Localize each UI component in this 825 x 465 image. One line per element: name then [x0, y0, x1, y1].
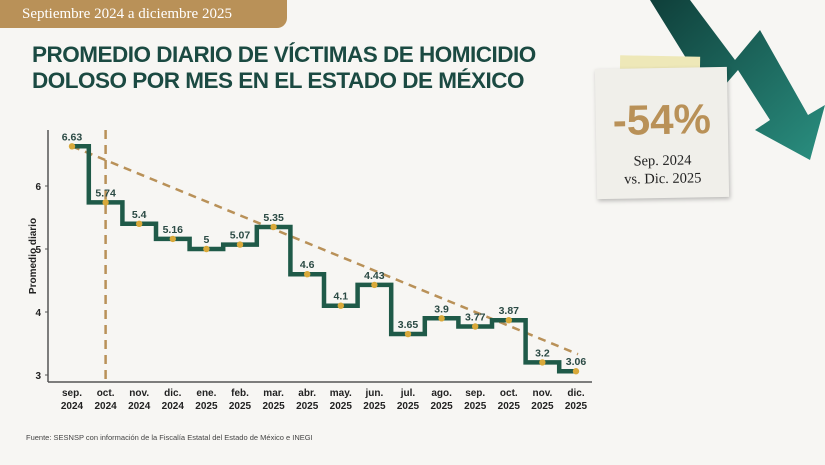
data-label: 3.65 [398, 319, 419, 331]
data-point [270, 223, 277, 231]
data-point [404, 330, 412, 338]
x-tick-label-month: abr. [298, 388, 316, 399]
x-tick-label-month: jul. [400, 388, 416, 399]
y-tick-label: 4 [35, 308, 41, 319]
y-tick-label: 6 [35, 182, 41, 193]
data-point [505, 316, 512, 324]
x-tick-label-month: may. [330, 388, 352, 399]
x-tick-label-year: 2024 [94, 401, 117, 412]
data-label: 6.63 [62, 131, 83, 143]
step-line [72, 144, 576, 374]
data-label: 3.06 [566, 356, 587, 368]
page-title: PROMEDIO DIARIO DE VÍCTIMAS DE HOMICIDIO… [32, 42, 536, 94]
data-label: 5.74 [95, 187, 116, 199]
x-tick-label-month: dic. [567, 388, 584, 399]
x-tick-label-month: ago. [431, 388, 452, 399]
x-tick-label-year: 2025 [229, 401, 252, 412]
data-point [371, 281, 378, 289]
data-point [68, 143, 76, 150]
x-tick-label-year: 2025 [363, 401, 386, 412]
data-point [572, 368, 580, 375]
x-tick-label-month: feb. [231, 388, 249, 399]
x-tick-label-month: sep. [62, 388, 82, 399]
x-tick-label-month: nov. [129, 388, 149, 399]
data-label: 5.4 [132, 209, 147, 221]
x-tick-label-month: oct. [97, 388, 115, 399]
data-point [102, 199, 109, 206]
data-point [304, 271, 311, 278]
data-point [203, 245, 210, 253]
x-tick-label-year: 2025 [565, 401, 588, 412]
data-label: 3.2 [535, 347, 550, 359]
x-tick-label-year: 2024 [162, 401, 185, 412]
y-axis-label: Promedio diario [28, 218, 39, 294]
x-tick-label-year: 2025 [296, 401, 319, 412]
data-label: 5 [203, 234, 209, 246]
x-tick-label-year: 2024 [128, 401, 151, 412]
data-label: 5.16 [163, 224, 184, 236]
data-point [472, 323, 479, 330]
title-line-2: DOLOSO POR MES EN EL ESTADO DE MÉXICO [32, 68, 524, 93]
x-tick-label-year: 2025 [397, 401, 420, 412]
title-line-1: PROMEDIO DIARIO DE VÍCTIMAS DE HOMICIDIO [32, 42, 536, 67]
x-tick-label-year: 2025 [464, 401, 487, 412]
data-point [236, 241, 244, 248]
data-label: 3.9 [434, 303, 449, 315]
data-label: 4.1 [333, 291, 348, 303]
data-point [539, 359, 546, 366]
x-tick-label-year: 2025 [498, 401, 521, 412]
x-tick-label-month: mar. [263, 388, 284, 399]
y-tick-label: 3 [35, 371, 41, 382]
x-tick-label-month: dic. [164, 388, 181, 399]
data-label: 5.07 [230, 230, 251, 242]
data-point [136, 220, 143, 227]
data-label: 4.6 [300, 259, 315, 271]
data-label: 3.77 [465, 311, 486, 323]
x-tick-label-month: oct. [500, 388, 518, 399]
x-tick-label-month: jun. [365, 388, 384, 399]
x-tick-label-month: nov. [532, 388, 552, 399]
data-label: 3.87 [499, 305, 520, 317]
data-point [169, 235, 176, 243]
x-tick-label-year: 2024 [61, 401, 84, 412]
data-point [438, 315, 445, 322]
x-tick-label-year: 2025 [195, 401, 218, 412]
data-label: 4.43 [364, 270, 385, 282]
x-tick-label-year: 2025 [430, 401, 453, 412]
period-badge: Septiembre 2024 a diciembre 2025 [0, 0, 287, 28]
y-tick-label: 5 [35, 245, 41, 256]
data-label: 5.35 [263, 212, 284, 224]
x-tick-label-year: 2025 [531, 401, 554, 412]
x-tick-label-year: 2025 [330, 401, 353, 412]
x-tick-label-month: ene. [196, 388, 216, 399]
source-note: Fuente: SESNSP con información de la Fis… [26, 433, 313, 442]
x-tick-label-year: 2025 [262, 401, 285, 412]
trend-line [71, 145, 579, 356]
x-tick-label-month: sep. [465, 388, 485, 399]
data-point [337, 302, 344, 309]
down-trend-arrow-icon [650, 0, 825, 160]
